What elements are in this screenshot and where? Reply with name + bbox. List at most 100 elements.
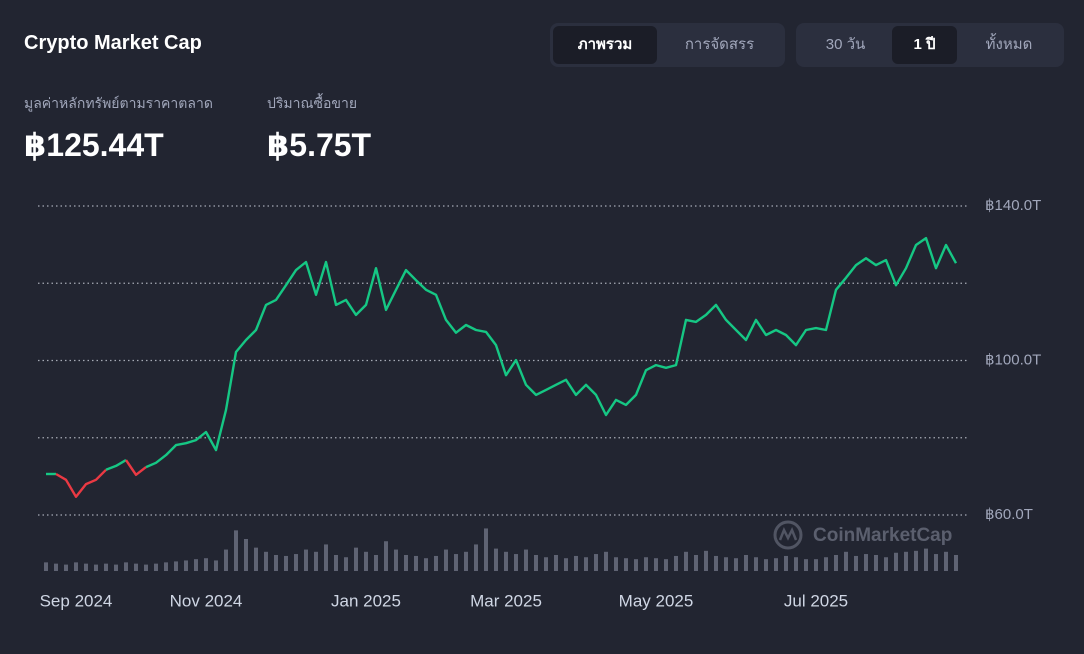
volume-bar	[294, 554, 298, 571]
volume-bar	[654, 558, 658, 571]
volume-bar	[94, 564, 98, 571]
volume-bar	[244, 539, 248, 571]
volume-bar	[444, 549, 448, 571]
volume-bar	[224, 549, 228, 571]
volume-bar	[514, 554, 518, 571]
volume-bar	[154, 563, 158, 571]
volume-bar	[474, 544, 478, 571]
volume-bar	[84, 563, 88, 571]
volume-bar	[414, 555, 418, 571]
x-tick-label: Sep 2024	[40, 591, 113, 610]
volume-bar	[904, 551, 908, 571]
volume-bar	[774, 558, 778, 571]
volume-bar	[484, 528, 488, 571]
volume-bar	[104, 563, 108, 571]
volume-bar	[304, 549, 308, 571]
view-tabs: ภาพรวม การจัดสรร	[550, 23, 785, 67]
volume-bar	[804, 559, 808, 571]
title: Crypto Market Cap	[24, 32, 202, 54]
volume-bar	[434, 555, 438, 571]
tab[interactable]: 1 ปี	[892, 26, 957, 64]
volume-bar	[184, 560, 188, 571]
volume-bar	[274, 555, 278, 571]
volume-bar	[394, 549, 398, 571]
volume-bar	[314, 551, 318, 571]
volume-bar	[344, 557, 348, 571]
x-tick-label: Jan 2025	[331, 591, 401, 610]
stat-label: ปริมาณซื้อขาย	[267, 95, 358, 111]
range-tabs: 30 วัน 1 ปี ทั้งหมด	[796, 23, 1064, 67]
volume-bar	[424, 558, 428, 571]
volume-bar	[284, 555, 288, 571]
volume-bar	[924, 548, 928, 571]
volume-bar	[674, 555, 678, 571]
volume-bar	[544, 557, 548, 571]
volume-bar	[504, 551, 508, 571]
volume-bar	[914, 550, 918, 571]
watermark: CoinMarketCap	[813, 525, 952, 546]
volume-bar	[554, 555, 558, 571]
volume-bar	[884, 557, 888, 571]
volume-bar	[364, 551, 368, 571]
volume-bar	[114, 564, 118, 571]
x-tick-label: Jul 2025	[784, 591, 848, 610]
y-tick-label: ฿140.0T	[985, 197, 1041, 214]
volume-bar	[134, 563, 138, 571]
volume-bar	[634, 559, 638, 571]
y-tick-label: ฿100.0T	[985, 351, 1041, 368]
volume-bar	[844, 551, 848, 571]
volume-bar	[864, 554, 868, 571]
volume-bar	[74, 562, 78, 571]
volume-bar	[534, 555, 538, 571]
line	[105, 459, 127, 471]
volume-bar	[204, 558, 208, 571]
volume-bar	[704, 550, 708, 571]
tab[interactable]: 30 วัน	[825, 36, 866, 53]
volume-bar	[44, 562, 48, 571]
x-tick-label: Mar 2025	[470, 591, 542, 610]
volume-bar	[64, 564, 68, 571]
tab[interactable]: ทั้งหมด	[985, 36, 1033, 53]
volume-bar	[384, 541, 388, 571]
volume-bar	[874, 555, 878, 571]
volume-bar	[464, 551, 468, 571]
volume-bar	[564, 558, 568, 571]
volume-bar	[934, 554, 938, 571]
x-tick-label: May 2025	[619, 591, 694, 610]
line	[55, 468, 107, 498]
volume-bar	[264, 551, 268, 571]
watermark-logo	[773, 520, 803, 550]
volume-bar	[684, 551, 688, 571]
volume-bar	[714, 555, 718, 571]
volume-bar	[664, 559, 668, 571]
volume-bar	[374, 555, 378, 571]
tab[interactable]: ภาพรวม	[553, 26, 657, 64]
stat-value: ฿5.75T	[267, 127, 372, 163]
volume-bar	[174, 561, 178, 571]
volume-bar	[854, 555, 858, 571]
volume-bar	[254, 547, 258, 571]
volume-bar	[814, 559, 818, 571]
volume-bar	[724, 557, 728, 571]
volume-bar	[944, 551, 948, 571]
volume-bar	[794, 557, 798, 571]
tab[interactable]: การจัดสรร	[684, 36, 755, 53]
volume-bar	[584, 557, 588, 571]
volume-bar	[164, 562, 168, 571]
volume-bar	[644, 557, 648, 571]
volume-bar	[954, 555, 958, 571]
x-tick-label: Nov 2024	[170, 591, 243, 610]
y-tick-label: ฿60.0T	[985, 506, 1033, 523]
volume-bar	[604, 551, 608, 571]
volume-bar	[614, 557, 618, 571]
volume-bar	[144, 564, 148, 571]
volume-bar	[404, 555, 408, 571]
volume-bar	[54, 563, 58, 571]
volume-bar	[574, 555, 578, 571]
volume-bar	[324, 544, 328, 571]
volume-bar	[824, 557, 828, 571]
volume-bar	[754, 557, 758, 571]
volume-bar	[334, 555, 338, 571]
